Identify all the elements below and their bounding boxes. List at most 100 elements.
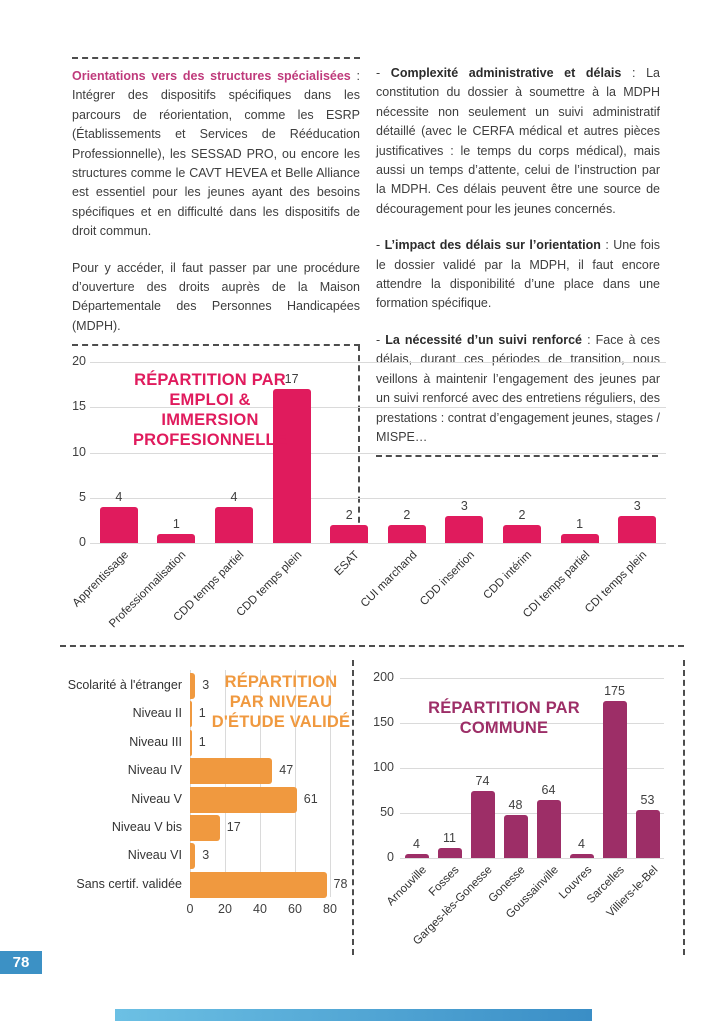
bar-value-label: 3 — [202, 848, 210, 863]
chart-title: RÉPARTITION PAR COMMUNE — [428, 699, 580, 738]
bar — [560, 533, 599, 543]
bar — [157, 533, 196, 543]
bar-value-label: 47 — [279, 763, 294, 778]
dashed-divider-vertical-right — [683, 660, 685, 955]
bar-value-label: 74 — [475, 774, 490, 789]
right-text-column: - Complexité administrative et délais : … — [376, 64, 660, 464]
category-label: Niveau VI — [127, 848, 182, 863]
bar — [190, 673, 196, 699]
bar — [190, 815, 220, 841]
bar — [618, 515, 657, 543]
bar — [437, 848, 462, 858]
y-axis-tick-label: 20 — [72, 354, 86, 368]
bar-value-label: 4 — [230, 489, 238, 504]
chart-title: RÉPARTITION PAR EMPLOI & IMMERSION PROFESIO… — [132, 371, 288, 450]
bar-value-label: 4 — [115, 489, 123, 504]
x-axis-category-label: CUI marchand — [358, 549, 420, 610]
bar — [635, 810, 660, 858]
bar — [190, 843, 196, 870]
y-axis-tick-label: 0 — [79, 535, 86, 549]
y-axis-tick-label: 10 — [72, 444, 86, 459]
employment-immersion-chart: 0 5 10 15 20 4 Apprentissage 1 Professionnalisat… — [60, 348, 684, 648]
bar-value-label: 2 — [345, 507, 353, 522]
gridline — [400, 858, 664, 859]
bar-value-label: 17 — [226, 820, 241, 834]
y-axis-tick-label: 15 — [72, 399, 86, 414]
gridline — [400, 723, 664, 724]
gridline — [90, 452, 666, 454]
bar-value-label: 1 — [172, 516, 180, 531]
education-level-chart: 0 20 40 60 80 Scolarité à l'étranger 3 Niveau I… — [58, 664, 352, 954]
paragraph-complexite: - Complexité administrative et délais : … — [376, 66, 660, 216]
bar — [569, 854, 594, 858]
bar-value-label: 61 — [303, 791, 318, 806]
bar-value-label: 2 — [403, 507, 411, 522]
bar — [190, 729, 192, 756]
paragraph-impact-delais: - L’impact des délais sur l’orientation … — [376, 238, 660, 311]
bar-value-label: 3 — [633, 498, 641, 513]
gridline — [90, 407, 666, 409]
x-axis-category-label: ESAT — [332, 549, 362, 579]
category-label: Niveau III — [129, 734, 182, 749]
x-axis-tick-label: 60 — [288, 902, 302, 916]
y-axis-tick-label: 5 — [79, 489, 86, 504]
x-axis-category-label: CDD temps plein — [234, 549, 305, 619]
gridline — [295, 670, 296, 897]
page-number-badge: 78 — [0, 951, 42, 974]
footer-bar — [115, 1009, 592, 1021]
gridline — [90, 362, 666, 363]
category-label: Niveau V bis — [111, 820, 182, 834]
dashed-divider-vertical-bottom — [352, 660, 354, 955]
gridline — [400, 768, 664, 769]
bar — [190, 758, 273, 785]
bar-value-label: 1 — [576, 516, 584, 531]
bar-value-label: 64 — [541, 783, 556, 798]
gridline — [400, 678, 664, 679]
bar-value-label: 17 — [284, 372, 299, 387]
y-axis-tick-label: 0 — [387, 850, 394, 864]
x-axis-tick-label: 80 — [323, 902, 337, 916]
x-axis-category-label: CDD insertion — [417, 549, 477, 609]
left-text-column: Orientations vers des structures spécial… — [72, 67, 360, 353]
bar-value-label: 175 — [604, 683, 625, 698]
category-label: Niveau V — [131, 791, 182, 806]
bar — [99, 506, 138, 543]
dashed-divider-mid-page — [60, 645, 684, 647]
dashed-divider-under-right-column — [376, 455, 658, 457]
bar-value-label: 2 — [518, 507, 526, 522]
bar — [503, 814, 528, 858]
y-axis-tick-label: 200 — [373, 670, 394, 684]
x-axis-category-label: CDI temps plein — [583, 549, 650, 616]
gridline — [90, 497, 666, 499]
x-axis-category-label: CDD intérim — [481, 549, 535, 602]
gridline — [90, 543, 666, 544]
bar-value-label: 11 — [443, 831, 456, 846]
bar-value-label: 3 — [202, 678, 210, 692]
bar-value-label: 4 — [578, 837, 585, 852]
x-axis-tick-label: 40 — [253, 902, 267, 916]
bar — [330, 524, 369, 543]
bar — [215, 506, 253, 543]
x-axis-tick-label: 20 — [218, 902, 232, 916]
category-label: Niveau II — [132, 706, 182, 721]
category-label: Sans certif. validée — [76, 876, 182, 891]
gridline — [330, 670, 331, 897]
dashed-divider-top-left — [72, 57, 360, 59]
y-axis-tick-label: 150 — [373, 715, 394, 729]
chart-title: RÉPARTITION PAR NIVEAU D'ÉTUDE VALIDÉ — [211, 673, 351, 732]
x-axis-tick-label: 0 — [186, 902, 194, 916]
bar — [503, 524, 541, 543]
y-axis-tick-label: 100 — [373, 760, 394, 774]
bar-value-label: 1 — [198, 706, 206, 721]
paragraph-suivi-renforce: - La nécessité d’un suivi renforcé : Fac… — [376, 332, 660, 444]
bar — [536, 800, 561, 858]
bar-value-label: 53 — [640, 793, 655, 808]
bar-value-label: 4 — [413, 837, 420, 852]
paragraph-orientations: Orientations vers des structures spécial… — [72, 69, 360, 239]
bar-value-label: 1 — [198, 734, 206, 749]
bar — [190, 871, 327, 898]
dashed-divider-vertical-top — [358, 345, 360, 543]
paragraph-heading: Orientations vers des structures spécial… — [72, 69, 351, 83]
category-label: Niveau IV — [127, 763, 182, 778]
